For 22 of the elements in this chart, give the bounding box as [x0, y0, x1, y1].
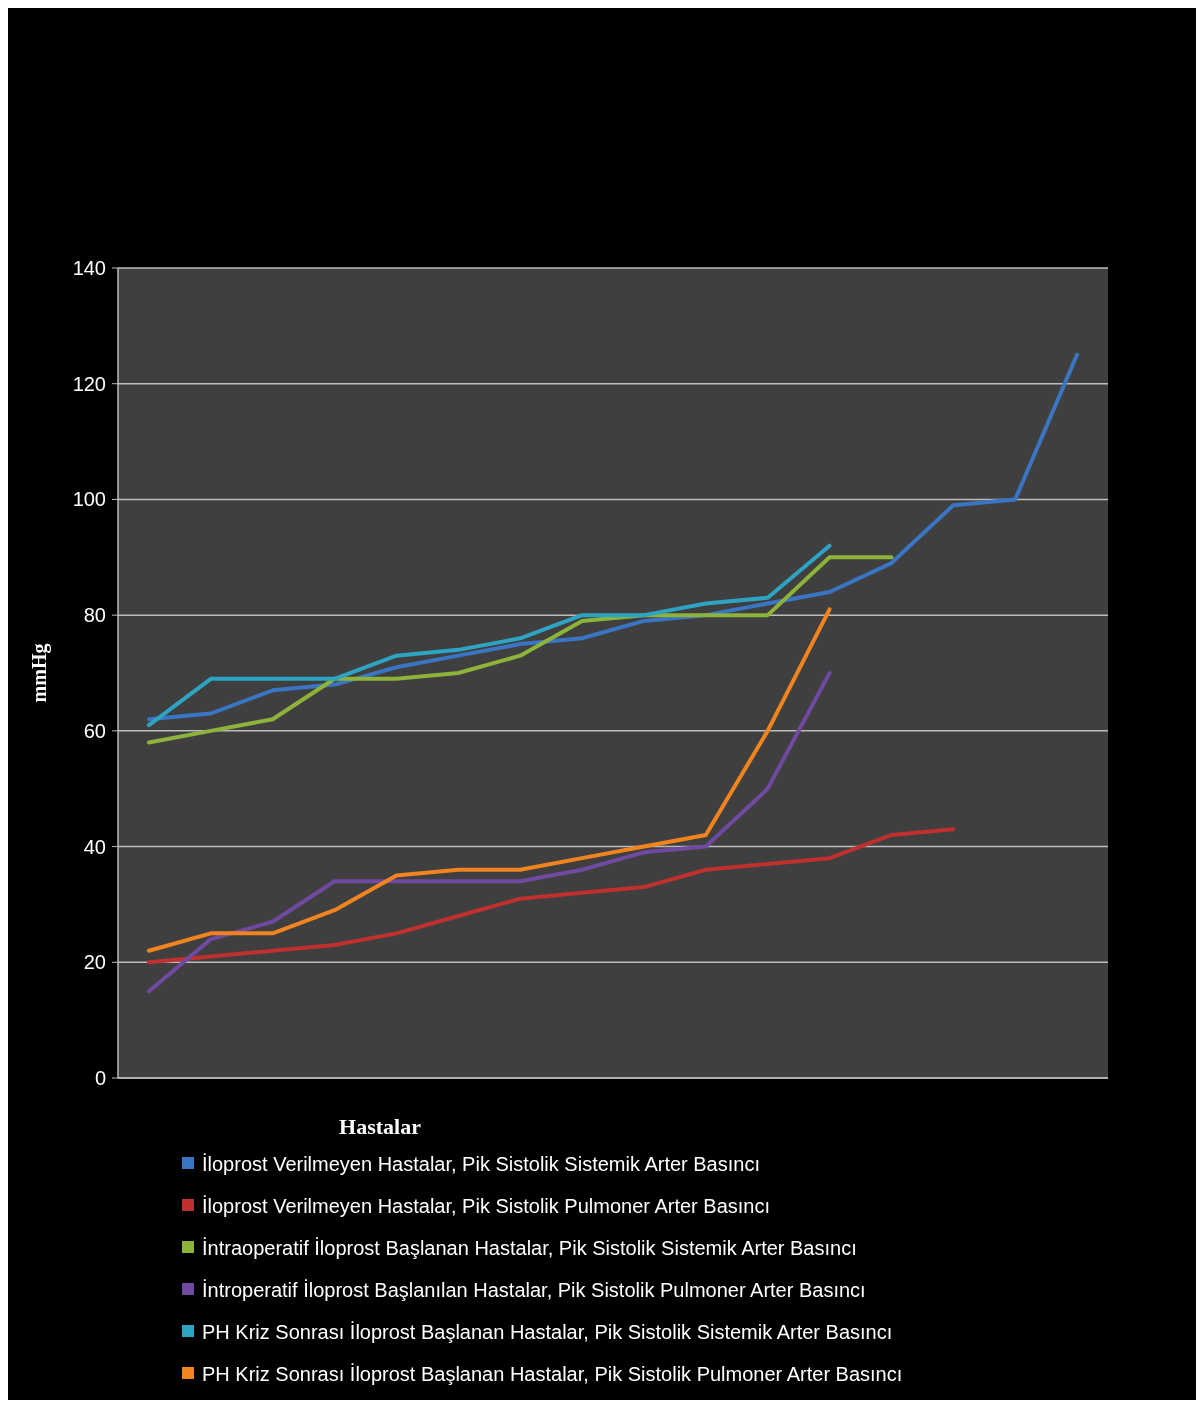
legend-label: PH Kriz Sonrası İloprost Başlanan Hastalar, Pik Sistolik Pulmoner Arter Basıncı: [202, 1363, 903, 1385]
legend-label: İntroperatif İloprost Başlanılan Hastalar, Pik Sistolik Pulmoner Arter Basıncı: [202, 1279, 866, 1301]
y-tick-label: 140: [72, 257, 106, 279]
line-series: [146, 543, 832, 728]
legend-label: PH Kriz Sonrası İloprost Başlanan Hastalar, Pik Sistolik Sistemik Arter Basıncı: [202, 1321, 893, 1343]
line-series: [146, 352, 1080, 722]
y-tick-label: 20: [83, 951, 106, 974]
legend-label: İntraoperatif İloprost Başlanan Hastalar, Pik Sistolik Sistemik Arter Basıncı: [202, 1237, 857, 1259]
legend-label: İloprost Verilmeyen Hastalar, Pik Sistolik Sistemik Arter Basıncı: [202, 1153, 760, 1175]
x-axis-title: Hastalar: [339, 1114, 422, 1139]
legend-label: İloprost Verilmeyen Hastalar, Pik Sistolik Pulmoner Arter Basıncı: [202, 1195, 771, 1217]
line-series: [146, 607, 832, 953]
line-series: [146, 827, 956, 965]
line-series: [146, 671, 832, 994]
y-tick-label: 0: [94, 1067, 106, 1089]
line-series: [146, 555, 894, 745]
y-tick-label: 120: [72, 372, 106, 395]
y-tick-label: 40: [83, 835, 106, 858]
y-tick-label: 60: [83, 719, 106, 742]
y-axis-title: mmHg: [28, 643, 51, 703]
y-tick-label: 80: [83, 604, 106, 627]
y-tick-label: 100: [72, 488, 106, 511]
